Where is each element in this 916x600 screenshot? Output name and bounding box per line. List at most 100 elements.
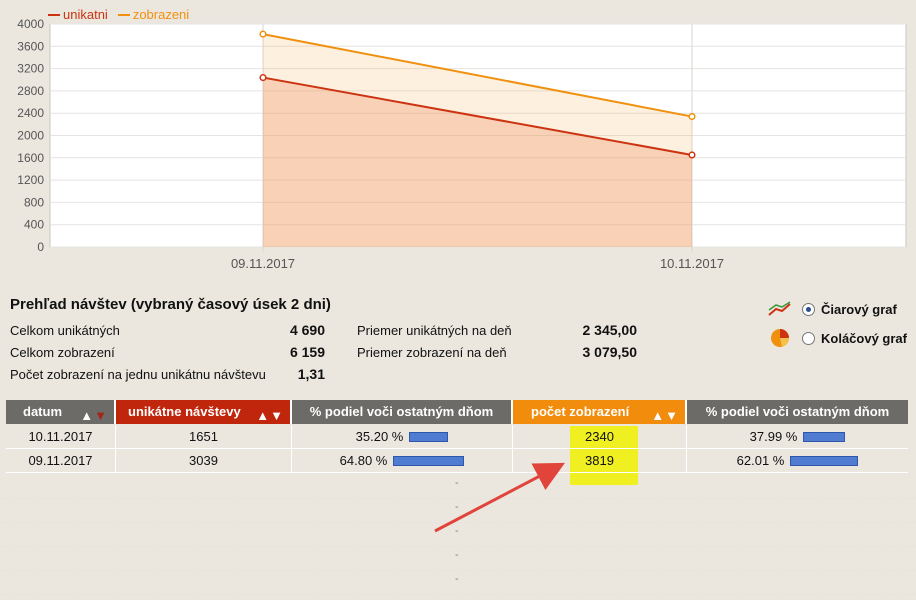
series-line-zobrazeni (262, 33, 693, 118)
empty-row: - (0, 522, 916, 547)
empty-row: - (0, 498, 916, 523)
y-tick-label: 2400 (17, 106, 44, 120)
empty-row-dash: - (455, 549, 459, 561)
views-share-bar (803, 432, 846, 442)
cell-unique: 3039 (116, 449, 292, 473)
views-per-visit-value: 1,31 (297, 366, 325, 382)
cell-views-pct: 37.99 % (687, 425, 908, 449)
sort-up-icon[interactable]: ▲ (651, 408, 666, 423)
total-views-label: Celkom zobrazení (10, 345, 115, 360)
views-highlight (570, 426, 638, 485)
pie-chart-label: Koláčový graf (821, 330, 907, 346)
legend-item-unikatni: unikatni (48, 7, 108, 22)
sort-down-icon[interactable]: ▼ (665, 408, 679, 423)
sort-down-icon[interactable]: ▼ (94, 408, 108, 423)
pie-chart-icon (771, 329, 790, 347)
avg-views-label: Priemer zobrazení na deň (357, 345, 507, 360)
empty-row: - (0, 474, 916, 499)
avg-views-value: 3 079,50 (582, 344, 638, 360)
sort-up-icon[interactable]: ▲ (80, 408, 95, 423)
line-chart-option[interactable]: Čiarový graf (768, 300, 897, 318)
avg-unique-label: Priemer unikátných na deň (357, 323, 512, 338)
sort-icons[interactable]: ▲▼ (651, 404, 679, 428)
pie-chart-option[interactable]: Koláčový graf (768, 327, 907, 349)
empty-row: - (0, 570, 916, 595)
empty-row-dash: - (455, 573, 459, 585)
data-point-zobrazeni (259, 30, 267, 38)
series-area-zobrazeni (263, 34, 692, 247)
cell-unique-pct: 35.20 % (292, 425, 513, 449)
legend-swatch-zobrazeni (117, 13, 130, 16)
cell-date: 09.11.2017 (6, 449, 116, 473)
header-unique-pct[interactable]: % podiel voči ostatným dňom (290, 400, 511, 424)
views-per-visit-label: Počet zobrazení na jednu unikátnu návšte… (10, 367, 266, 382)
header-unique-pct-label: % podiel voči ostatným dňom (309, 404, 494, 419)
table-row: 10.11.2017 1651 35.20 % 2340 37.99 % (6, 425, 908, 449)
legend-label-zobrazeni: zobrazeni (132, 7, 190, 22)
total-views-value: 6 159 (289, 344, 325, 360)
avg-unique-value: 2 345,00 (582, 322, 638, 338)
cell-views-pct: 62.01 % (687, 449, 908, 473)
y-tick-label: 3600 (17, 39, 44, 53)
y-tick-label: 1200 (17, 173, 44, 187)
x-tick-label: 09.11.2017 (231, 256, 295, 271)
series-line-unikatni (262, 76, 693, 156)
header-views-pct[interactable]: % podiel voči ostatným dňom (685, 400, 908, 424)
chart-legend: unikatni zobrazeni (48, 7, 189, 22)
sort-up-icon[interactable]: ▲ (256, 408, 271, 423)
header-date[interactable]: datum ▲▼ (6, 400, 114, 424)
sort-icons[interactable]: ▲▼ (80, 404, 108, 428)
visits-line-chart: 0 400 800 1200 1600 2000 2400 2800 3200 3600 4000 0… (0, 0, 916, 280)
y-tick-label: 0 (37, 240, 44, 254)
table-row: 09.11.2017 3039 64.80 % 3819 62.01 % (6, 449, 908, 473)
header-unique-label: unikátne návštevy (128, 404, 241, 419)
cell-unique: 1651 (116, 425, 292, 449)
header-date-label: datum (23, 404, 62, 419)
cell-unique-pct-text: 64.80 % (339, 453, 388, 468)
header-views[interactable]: počet zobrazení ▲▼ (511, 400, 685, 424)
header-unique[interactable]: unikátne návštevy ▲▼ (114, 400, 290, 424)
y-tick-label: 1600 (17, 151, 44, 165)
chart-svg: 0 400 800 1200 1600 2000 2400 2800 3200 3600 4000 0… (17, 17, 907, 271)
legend-item-zobrazeni: zobrazeni (117, 7, 190, 22)
x-tick-label: 10.11.2017 (660, 256, 724, 271)
line-chart-label: Čiarový graf (821, 301, 897, 317)
summary-title: Prehľad návštev (vybraný časový úsek 2 d… (10, 296, 331, 313)
line-chart-radio[interactable] (802, 302, 815, 316)
pie-chart-radio[interactable] (802, 331, 815, 345)
y-tick-label: 2800 (17, 84, 44, 98)
data-point-unikatni (259, 74, 267, 82)
cell-views-pct-text: 37.99 % (749, 429, 798, 444)
legend-swatch-unikatni (48, 13, 60, 16)
y-tick-label: 4000 (17, 17, 44, 31)
y-tick-label: 2000 (17, 129, 44, 143)
sort-icons[interactable]: ▲▼ (256, 404, 284, 428)
y-tick-label: 800 (24, 195, 44, 209)
empty-row-dash: - (455, 501, 459, 513)
line-chart-icon (768, 301, 791, 316)
empty-row: - (0, 546, 916, 571)
total-unique-label: Celkom unikátných (10, 323, 120, 338)
unique-share-bar (393, 456, 465, 466)
y-tick-label: 400 (24, 218, 44, 232)
header-views-label: počet zobrazení (531, 404, 630, 419)
empty-row-dash: - (455, 525, 459, 537)
cell-views: 3819 (513, 449, 687, 473)
cell-views-pct-text: 62.01 % (736, 453, 785, 468)
table-header: datum ▲▼ unikátne návštevy ▲▼ % podiel v… (6, 400, 908, 424)
data-point-zobrazeni (688, 112, 696, 121)
cell-unique-pct: 64.80 % (292, 449, 513, 473)
y-tick-label: 3200 (17, 62, 44, 76)
cell-date: 10.11.2017 (6, 425, 116, 449)
total-unique-value: 4 690 (289, 322, 325, 338)
empty-row-dash: - (455, 477, 459, 489)
views-share-bar (790, 456, 859, 466)
header-views-pct-label: % podiel voči ostatným dňom (705, 404, 890, 419)
unique-share-bar (409, 432, 449, 442)
sort-down-icon[interactable]: ▼ (270, 408, 284, 423)
cell-views: 2340 (513, 425, 687, 449)
series-area-unikatni (263, 77, 692, 248)
legend-label-unikatni: unikatni (63, 7, 108, 22)
cell-unique-pct-text: 35.20 % (355, 429, 404, 444)
data-point-unikatni (688, 151, 696, 159)
